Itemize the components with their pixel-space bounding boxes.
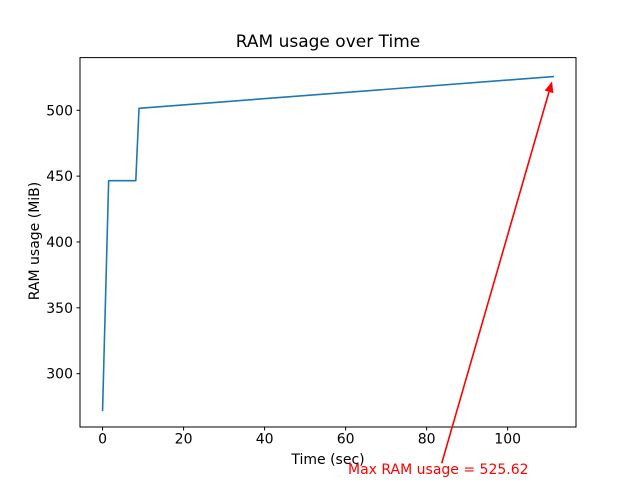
x-tick-label: 0 <box>98 432 107 448</box>
y-axis-label: RAM usage (MiB) <box>27 181 43 301</box>
annotation-arrow-shaft <box>440 91 550 464</box>
chart-title: RAM usage over Time <box>235 32 421 52</box>
data-line <box>101 75 555 412</box>
annotation-text: Max RAM usage = 525.62 <box>348 462 529 478</box>
y-tick-label: 500 <box>46 103 73 119</box>
y-tick-label: 300 <box>46 367 73 383</box>
x-axis-label: Time (sec) <box>291 452 365 468</box>
x-tick-label: 60 <box>337 432 355 448</box>
y-tick-label: 400 <box>46 235 73 251</box>
x-tick-label: 40 <box>256 432 274 448</box>
x-tick-label: 80 <box>418 432 436 448</box>
axes-frame <box>79 57 577 428</box>
y-tick-label: 350 <box>46 301 73 317</box>
x-tick-label: 20 <box>175 432 193 448</box>
y-tick-label: 450 <box>46 169 73 185</box>
annotation-arrow-head <box>544 81 554 94</box>
x-tick-label: 100 <box>494 432 521 448</box>
